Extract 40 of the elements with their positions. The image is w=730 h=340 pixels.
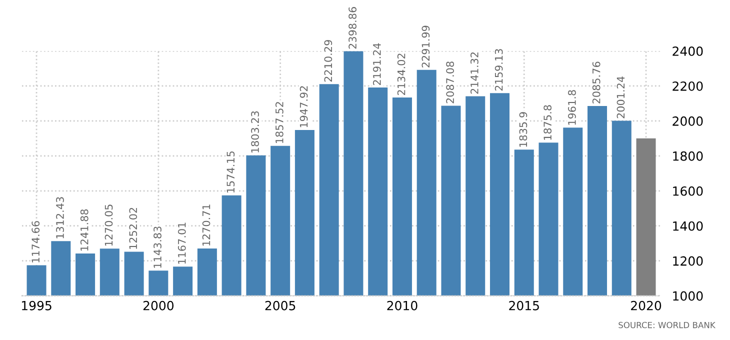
data-label: 2191.24: [372, 43, 381, 85]
data-label: 1574.15: [226, 151, 235, 193]
data-label: 1270.05: [104, 204, 113, 246]
x-tick-label: 2010: [387, 300, 418, 310]
data-label: 2087.08: [446, 62, 454, 104]
data-label: 2001.24: [616, 76, 625, 118]
data-label: 2085.76: [592, 62, 600, 104]
data-label: 2141.32: [470, 52, 478, 94]
data-label: 1875.8: [544, 105, 552, 140]
y-tick-label: 2200: [672, 81, 703, 91]
x-tick-label: 2000: [143, 300, 174, 310]
data-label: 1857.52: [275, 102, 284, 143]
data-label: 1241.88: [80, 209, 88, 251]
data-label: 1312.43: [56, 197, 64, 238]
data-label: 2398.86: [348, 7, 356, 49]
data-label: 1961.8: [568, 90, 576, 125]
data-label: 2134.02: [397, 54, 406, 95]
x-tick-label: 2020: [631, 300, 662, 310]
data-label: 1143.83: [154, 226, 162, 268]
data-label: 2291.99: [422, 26, 430, 68]
data-label: 1835.9: [519, 112, 528, 147]
y-tick-label: 1400: [673, 221, 703, 231]
y-tick-label: 2400: [672, 46, 703, 56]
data-label: 2210.29: [324, 40, 332, 82]
y-tick-label: 2000: [672, 116, 703, 126]
data-label: 1174.66: [32, 221, 40, 262]
x-tick-label: 1995: [22, 300, 52, 310]
data-label: 1947.92: [300, 86, 308, 128]
source-note: SOURCE: WORLD BANK: [618, 322, 716, 328]
data-label: 2159.13: [494, 49, 503, 91]
y-tick-label: 1000: [673, 291, 703, 301]
y-tick-label: 1800: [673, 151, 703, 161]
y-tick-label: 1200: [673, 256, 703, 266]
data-label: 1167.01: [178, 222, 186, 264]
x-tick-label: 2005: [265, 300, 296, 310]
x-tick-label: 2015: [509, 300, 539, 310]
data-label: 1270.71: [202, 204, 210, 246]
data-label: 1252.02: [129, 208, 138, 249]
data-label: 1803.23: [251, 111, 259, 152]
y-tick-label: 1600: [673, 186, 703, 196]
